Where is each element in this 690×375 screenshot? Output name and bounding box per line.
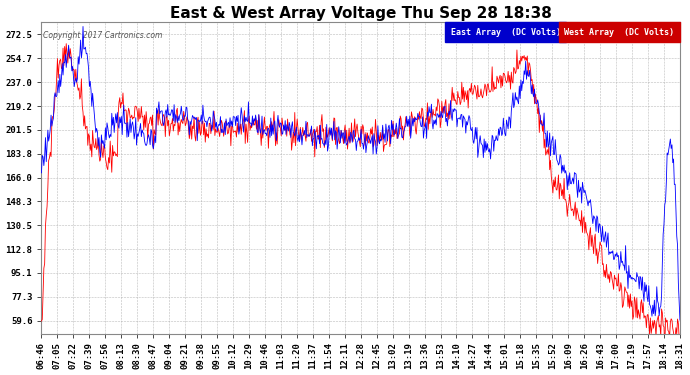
Text: Copyright 2017 Cartronics.com: Copyright 2017 Cartronics.com (43, 31, 162, 40)
Title: East & West Array Voltage Thu Sep 28 18:38: East & West Array Voltage Thu Sep 28 18:… (170, 6, 551, 21)
Legend: East Array  (DC Volts), West Array  (DC Volts): East Array (DC Volts), West Array (DC Vo… (446, 26, 676, 38)
